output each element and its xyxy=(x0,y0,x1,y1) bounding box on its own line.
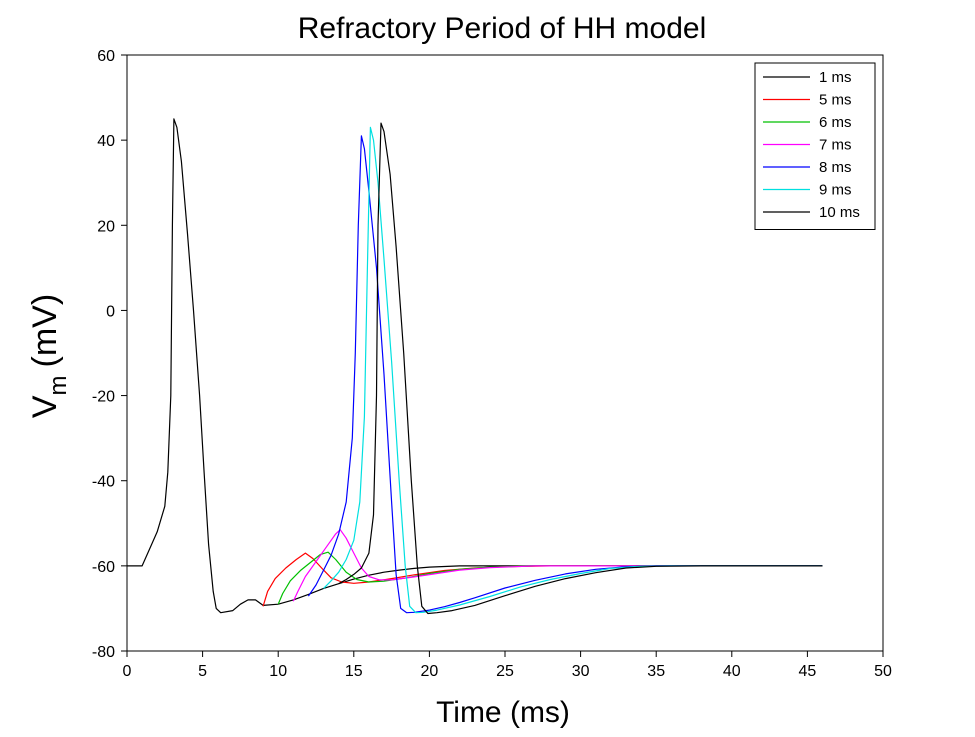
x-tick-label: 45 xyxy=(799,663,817,680)
legend-label: 5 ms xyxy=(819,92,852,109)
series-line-5-ms xyxy=(262,552,823,607)
x-axis-label: Time (ms) xyxy=(436,696,570,729)
y-tick-label: -60 xyxy=(92,559,115,576)
x-tick-label: 30 xyxy=(572,663,590,680)
y-axis-label-main: V xyxy=(26,395,64,418)
x-tick-label: 40 xyxy=(723,663,741,680)
x-tick-label: 25 xyxy=(496,663,514,680)
legend-label: 1 ms xyxy=(819,69,852,86)
x-tick-label: 15 xyxy=(345,663,363,680)
x-tick-label: 10 xyxy=(269,663,287,680)
y-axis-label: Vm (mV) xyxy=(26,294,72,418)
y-tick-label: 60 xyxy=(97,48,115,65)
y-tick-label: 20 xyxy=(97,218,115,235)
legend-label: 8 ms xyxy=(819,159,852,176)
legend-label: 6 ms xyxy=(819,114,852,131)
x-axis-ticks: 0 5 10 15 20 25 30 35 40 45 50 xyxy=(123,651,892,680)
y-axis-label-text: Vm (mV) xyxy=(26,294,72,418)
x-tick-label: 50 xyxy=(874,663,892,680)
series-lines xyxy=(127,118,823,615)
y-tick-label: 0 xyxy=(106,303,115,320)
legend-box xyxy=(754,62,876,230)
series-line-10-ms xyxy=(338,122,823,615)
series-line-8-ms xyxy=(307,135,823,614)
series-line-6-ms xyxy=(277,551,823,605)
y-axis-ticks: -80 -60 -40 -20 0 20 40 60 xyxy=(92,48,127,661)
series-line-1-ms xyxy=(127,118,823,614)
x-tick-label: 35 xyxy=(647,663,665,680)
legend-label: 10 ms xyxy=(819,204,860,221)
legend-label: 7 ms xyxy=(819,137,852,154)
series-line-9-ms xyxy=(323,126,823,614)
y-axis-label-sub: m xyxy=(45,375,72,395)
y-tick-label: -20 xyxy=(92,389,115,406)
x-tick-label: 20 xyxy=(421,663,439,680)
series-line-7-ms xyxy=(292,529,823,602)
legend-label: 9 ms xyxy=(819,182,852,199)
x-tick-label: 0 xyxy=(123,663,132,680)
chart-title: Refractory Period of HH model xyxy=(298,12,707,45)
legend: 1 ms 5 ms 6 ms 7 ms 8 ms 9 ms 10 ms xyxy=(754,62,876,230)
y-tick-label: -80 xyxy=(92,644,115,661)
x-tick-label: 5 xyxy=(198,663,207,680)
y-tick-label: 40 xyxy=(97,133,115,150)
y-tick-label: -40 xyxy=(92,474,115,491)
y-axis-label-unit: (mV) xyxy=(26,294,64,368)
